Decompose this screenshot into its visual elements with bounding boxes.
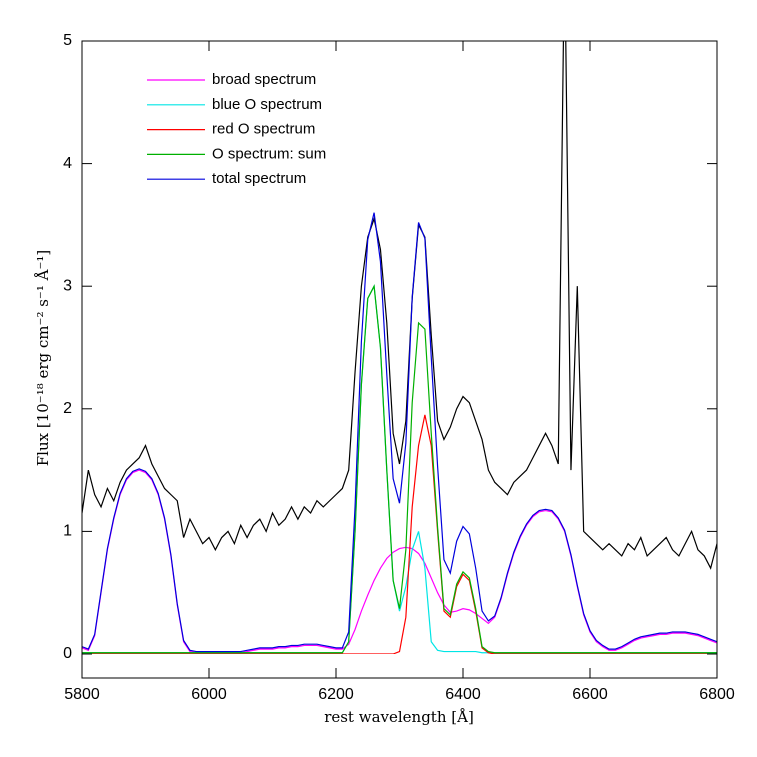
- y-tick-label: 1: [63, 523, 72, 540]
- series-line: [82, 469, 717, 654]
- plot-area: [82, 41, 717, 654]
- y-tick-label: 5: [63, 32, 72, 49]
- x-tick-label: 5800: [64, 686, 100, 703]
- y-tick-label: 3: [63, 277, 72, 294]
- legend-label: broad spectrum: [212, 71, 316, 88]
- legend-label: O spectrum: sum: [212, 145, 326, 162]
- y-tick-label: 0: [63, 645, 72, 662]
- series-line: [82, 284, 717, 654]
- series-line: [82, 212, 717, 653]
- plot-frame: [81, 40, 718, 679]
- x-tick-label: 6800: [699, 686, 735, 703]
- x-axis-title: rest wavelength [Å]: [324, 708, 474, 726]
- x-tick-label: 6200: [318, 686, 354, 703]
- y-axis-title: Flux [10⁻¹⁸ erg cm⁻² s⁻¹ Å⁻¹]: [34, 250, 52, 467]
- y-tick-label: 4: [63, 155, 72, 172]
- legend-label: total spectrum: [212, 170, 306, 187]
- x-tick-label: 6400: [445, 686, 481, 703]
- x-tick-label: 6000: [191, 686, 227, 703]
- legend-label: red O spectrum: [212, 121, 315, 138]
- series-line: [82, 284, 717, 654]
- y-tick-label: 2: [63, 400, 72, 417]
- series-line: [82, 41, 717, 570]
- x-tick-label: 6600: [572, 686, 608, 703]
- series-line: [82, 414, 717, 654]
- legend-label: blue O spectrum: [212, 96, 322, 113]
